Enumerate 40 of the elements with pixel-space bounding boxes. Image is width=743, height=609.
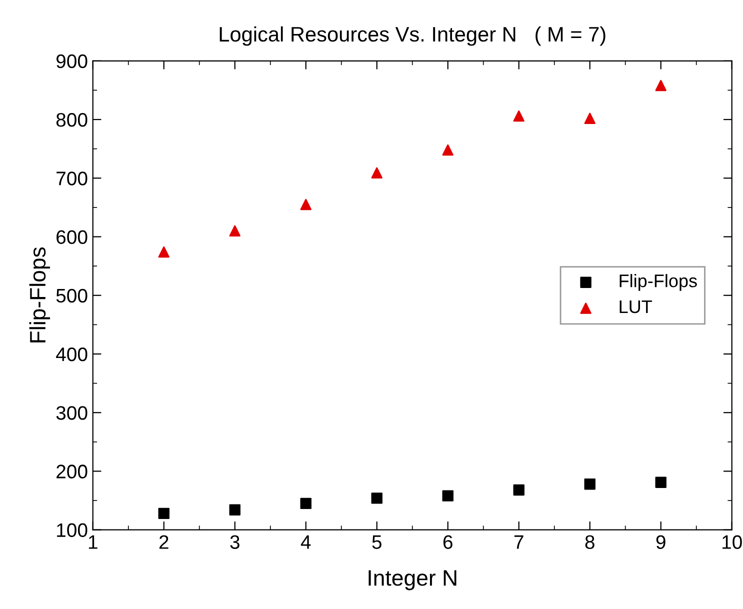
point bbox=[229, 504, 240, 516]
y-tick-label: 400 bbox=[56, 347, 88, 362]
point bbox=[371, 492, 382, 504]
y-tick-label: 500 bbox=[56, 288, 88, 303]
x-tick-label: 6 bbox=[443, 535, 452, 549]
x-axis-title: Integer N bbox=[368, 570, 456, 590]
y-tick-label: 200 bbox=[56, 464, 88, 478]
point bbox=[513, 484, 524, 496]
point bbox=[300, 198, 312, 210]
x-tick-label: 2 bbox=[159, 535, 168, 549]
point bbox=[584, 478, 596, 490]
x-tick-label: 10 bbox=[722, 535, 742, 549]
point bbox=[513, 110, 524, 122]
point bbox=[300, 498, 312, 510]
point bbox=[442, 144, 454, 156]
point bbox=[442, 490, 454, 502]
point bbox=[371, 167, 382, 178]
x-tick-label: 1 bbox=[88, 535, 98, 549]
y-tick-label: 800 bbox=[56, 112, 88, 127]
y-tick-label: 700 bbox=[56, 172, 88, 186]
point bbox=[158, 508, 170, 520]
point bbox=[584, 112, 596, 124]
y-tick-label: 900 bbox=[56, 54, 88, 68]
y-axis-title: Flip-Flops bbox=[29, 247, 50, 342]
x-tick-label: 7 bbox=[514, 535, 524, 549]
y-tick-label: 600 bbox=[56, 230, 88, 244]
x-tick-label: 3 bbox=[230, 535, 240, 549]
point bbox=[655, 80, 666, 92]
point bbox=[655, 476, 666, 488]
y-tick-label: 100 bbox=[57, 523, 88, 538]
x-tick-label: 8 bbox=[585, 535, 594, 549]
x-tick-label: 4 bbox=[300, 535, 311, 549]
x-tick-label: 5 bbox=[372, 535, 382, 549]
point bbox=[229, 225, 240, 236]
x-tick-label: 9 bbox=[656, 535, 666, 549]
y-tick-label: 300 bbox=[56, 406, 88, 420]
point bbox=[158, 246, 170, 258]
legend-label: LUT bbox=[620, 300, 652, 314]
chart-title: Logical Resources Vs. Integer N ( M = 7) bbox=[220, 26, 606, 46]
legend-label: Flip-Flops bbox=[620, 274, 697, 291]
